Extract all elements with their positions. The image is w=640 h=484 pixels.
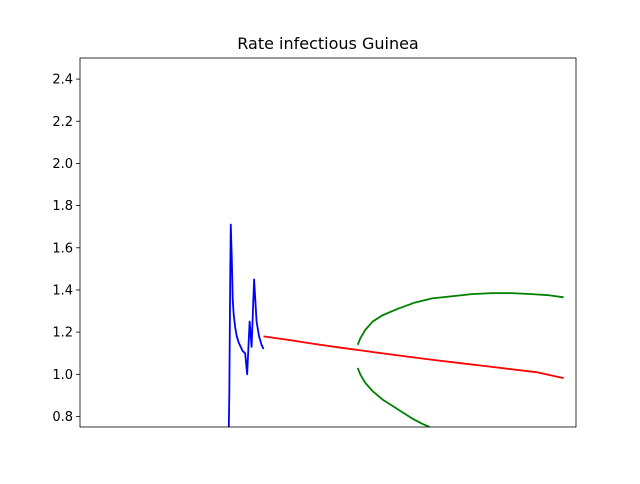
y-tick-label: 2.0	[52, 157, 73, 172]
y-tick-label: 1.4	[52, 283, 73, 298]
y-tick-label: 1.0	[52, 368, 73, 383]
chart-title: Rate infectious Guinea	[237, 34, 418, 53]
axes-frame	[79, 57, 577, 428]
y-tick-label: 1.8	[52, 199, 73, 214]
series-line-2	[263, 335, 564, 379]
y-tick-label: 1.2	[52, 326, 73, 341]
series-line-1	[227, 223, 265, 427]
series-line-4	[356, 367, 431, 427]
series-group	[227, 223, 564, 427]
y-tick-label: 2.4	[52, 73, 73, 88]
y-tick-label: 2.2	[52, 115, 73, 130]
y-tick-label: 1.6	[52, 241, 73, 256]
series-line-3	[356, 292, 564, 346]
plot-area: 0.8 1.0 1.2 1.4 1.6 1.8 2.0 2.2 2.4	[52, 57, 577, 428]
y-tick-label: 0.8	[52, 410, 73, 425]
